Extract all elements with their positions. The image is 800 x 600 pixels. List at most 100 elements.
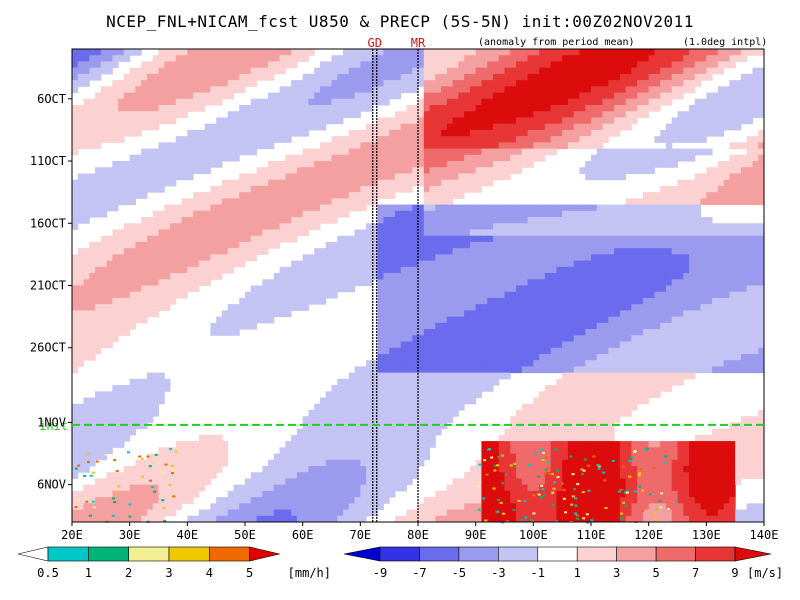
field-cell	[694, 73, 702, 81]
field-cell	[752, 248, 759, 255]
field-cell	[227, 217, 234, 224]
field-cell	[256, 129, 263, 137]
field-cell	[498, 322, 505, 330]
field-cell	[400, 142, 407, 150]
field-cell	[464, 372, 471, 380]
field-cell	[435, 192, 442, 199]
field-cell	[665, 136, 673, 143]
field-cell	[539, 254, 546, 262]
field-cell	[106, 266, 113, 274]
field-cell	[752, 154, 759, 162]
field-cell	[637, 329, 644, 336]
field-cell	[89, 179, 96, 187]
field-cell	[614, 322, 621, 330]
field-cell	[671, 241, 678, 249]
field-cell	[694, 229, 702, 237]
field-cell	[262, 67, 269, 75]
field-cell	[735, 335, 742, 343]
field-cell	[585, 241, 592, 249]
field-cell	[412, 129, 419, 137]
field-cell	[608, 279, 615, 286]
field-cell	[141, 92, 148, 100]
field-cell	[446, 204, 454, 212]
field-cell	[625, 335, 632, 343]
field-cell	[429, 92, 436, 100]
field-cell	[406, 279, 413, 286]
field-cell	[175, 204, 183, 212]
field-cell	[141, 105, 148, 112]
field-cell	[360, 273, 367, 280]
field-cell	[556, 92, 563, 100]
field-cell	[614, 366, 621, 374]
field-cell	[625, 86, 632, 94]
field-cell	[614, 260, 621, 268]
field-cell	[423, 223, 431, 230]
field-cell	[567, 55, 575, 62]
field-cell	[95, 316, 102, 324]
field-cell	[660, 61, 667, 69]
field-cell	[441, 111, 448, 118]
field-cell	[423, 204, 431, 212]
field-cell	[325, 117, 332, 125]
field-cell	[556, 61, 563, 69]
field-cell	[337, 279, 344, 286]
field-cell	[314, 86, 321, 94]
field-cell	[677, 316, 684, 324]
field-cell	[129, 279, 136, 286]
field-cell	[377, 260, 384, 268]
field-cell	[452, 266, 459, 274]
field-cell	[250, 310, 258, 318]
field-cell	[510, 61, 517, 69]
field-cell	[262, 217, 269, 224]
field-cell	[354, 273, 361, 280]
field-cell	[498, 92, 505, 100]
field-cell	[516, 248, 523, 255]
field-cell	[533, 304, 540, 311]
field-cell	[175, 260, 183, 268]
field-cell	[429, 329, 436, 336]
field-cell	[193, 235, 200, 243]
field-cell	[279, 273, 286, 280]
field-cell	[302, 92, 309, 100]
field-cell	[429, 310, 436, 318]
field-cell	[423, 291, 431, 299]
field-cell	[106, 198, 113, 206]
field-cell	[573, 241, 580, 249]
field-cell	[360, 148, 367, 156]
field-cell	[141, 229, 148, 237]
field-cell	[660, 55, 667, 62]
field-cell	[296, 260, 304, 268]
field-cell	[418, 254, 425, 262]
field-cell	[654, 73, 661, 81]
field-cell	[475, 49, 482, 56]
field-cell	[452, 372, 459, 380]
field-cell	[152, 67, 159, 75]
field-cell	[112, 111, 119, 118]
field-cell	[204, 129, 211, 137]
field-cell	[648, 316, 655, 324]
field-cell	[423, 322, 431, 330]
field-cell	[141, 248, 148, 255]
field-cell	[441, 92, 448, 100]
field-cell	[665, 217, 673, 224]
field-cell	[331, 67, 338, 75]
field-cell	[452, 273, 459, 280]
field-cell	[354, 241, 361, 249]
field-cell	[498, 136, 505, 143]
field-cell	[389, 304, 396, 311]
field-cell	[464, 260, 471, 268]
field-cell	[689, 117, 696, 125]
field-cell	[302, 185, 309, 193]
field-cell	[516, 123, 523, 131]
field-cell	[452, 173, 459, 181]
field-cell	[591, 73, 598, 81]
field-cell	[585, 304, 592, 311]
field-cell	[256, 223, 263, 230]
field-cell	[458, 372, 465, 380]
field-cell	[377, 266, 384, 274]
field-cell	[625, 241, 632, 249]
field-cell	[412, 67, 419, 75]
field-cell	[752, 353, 759, 361]
field-cell	[319, 161, 327, 168]
field-cell	[360, 248, 367, 255]
